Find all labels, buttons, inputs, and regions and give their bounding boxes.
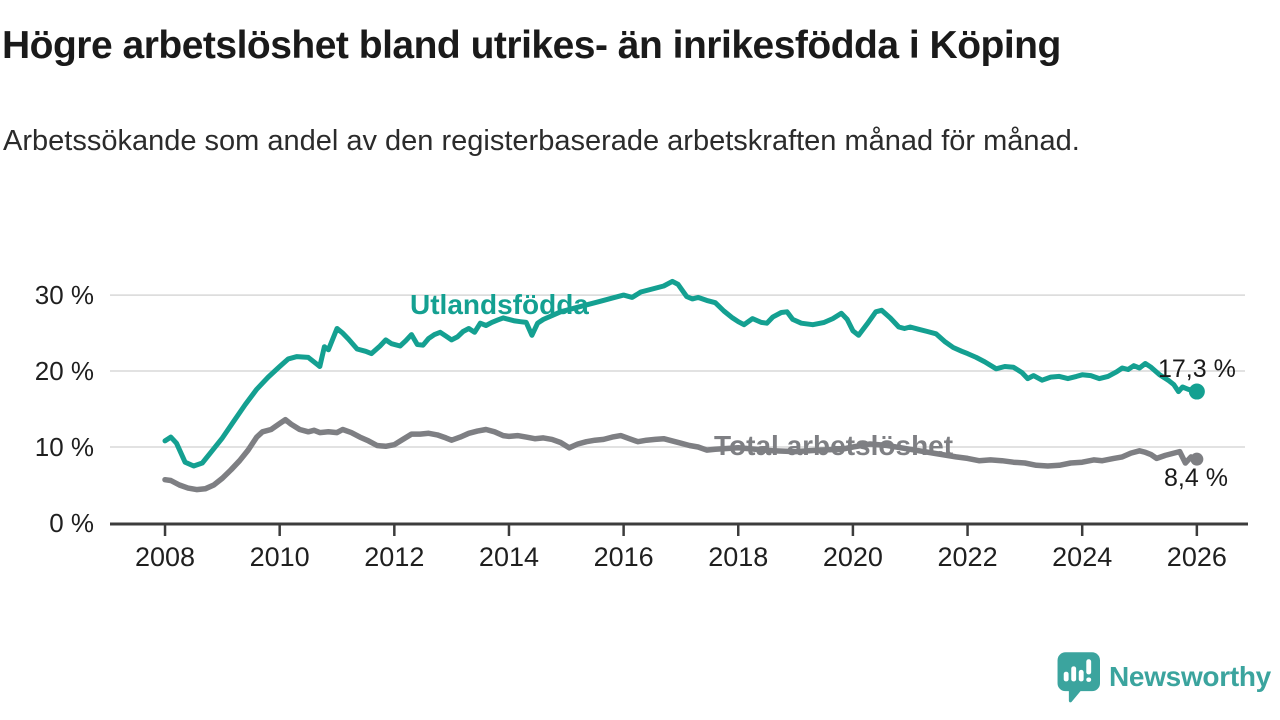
newsworthy-icon xyxy=(1057,652,1100,703)
x-tick-label: 2014 xyxy=(479,542,539,572)
x-tick-label: 2008 xyxy=(135,542,195,572)
x-tick-label: 2020 xyxy=(823,542,883,572)
series-label-total-arbetsloshet: Total arbetslöshet xyxy=(714,430,954,461)
series-line-total xyxy=(162,416,1200,493)
newsworthy-logo: Newsworthy xyxy=(1054,648,1271,706)
x-tick-label: 2012 xyxy=(364,542,424,572)
series-end-dot-total xyxy=(1190,452,1204,466)
end-value-label-utlandsfodda: 17,3 % xyxy=(1158,355,1236,383)
end-value-label-total: 8,4 % xyxy=(1164,464,1228,492)
y-tick-label: 0 % xyxy=(49,508,94,538)
x-tick-label: 2016 xyxy=(594,542,654,572)
y-tick-label: 20 % xyxy=(35,356,94,386)
y-tick-label: 10 % xyxy=(35,432,94,462)
x-tick-label: 2026 xyxy=(1167,542,1227,572)
x-tick-label: 2024 xyxy=(1052,542,1112,572)
y-tick-label: 30 % xyxy=(35,280,94,310)
series-line-utlandsfodda xyxy=(162,278,1200,469)
chart-title: Högre arbetslöshet bland utrikes- än inr… xyxy=(2,24,1061,67)
x-tick-label: 2018 xyxy=(708,542,768,572)
series-end-dot-utlandsfodda xyxy=(1188,383,1205,400)
x-tick-label: 2022 xyxy=(938,542,998,572)
x-tick-label: 2010 xyxy=(250,542,310,572)
newsworthy-wordmark: Newsworthy xyxy=(1109,661,1271,692)
series-label-utlandsfodda: Utlandsfödda xyxy=(410,289,589,320)
chart-subtitle: Arbetssökande som andel av den registerb… xyxy=(3,125,1080,157)
